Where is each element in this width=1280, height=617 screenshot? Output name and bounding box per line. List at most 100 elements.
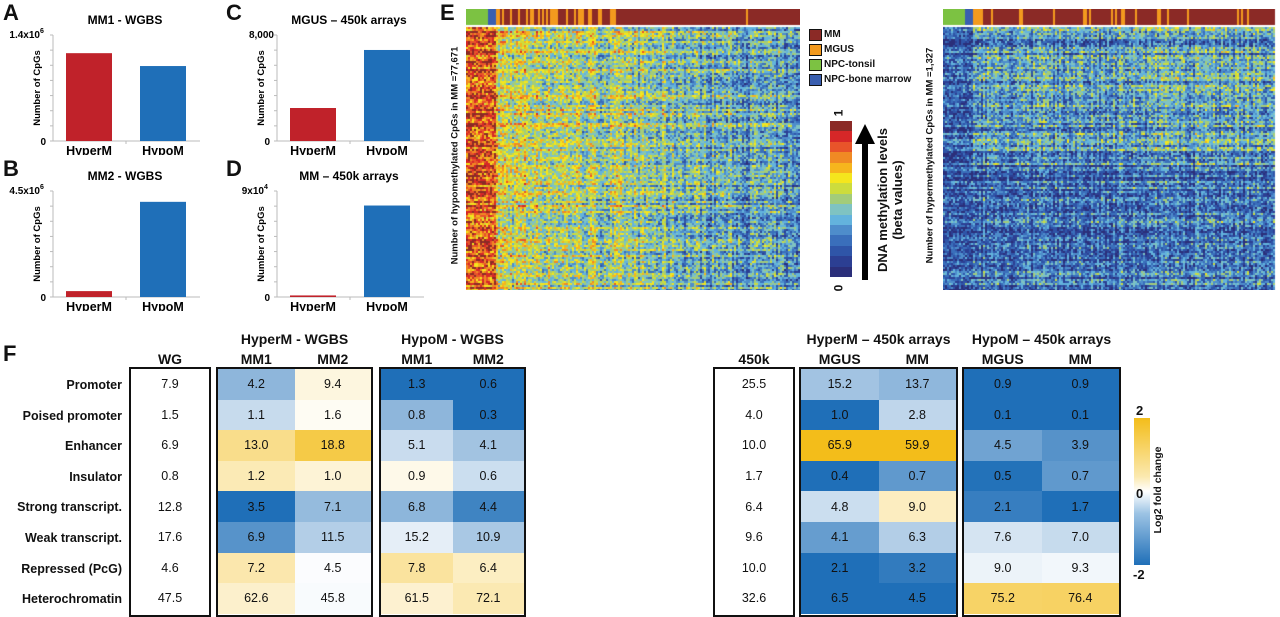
- table-cell: 0.1: [1041, 399, 1119, 431]
- table-cell: 4.5: [294, 552, 371, 584]
- methylation-colorbar: [830, 120, 852, 277]
- table-cell: 1.0: [294, 460, 371, 492]
- table-cell: 1.7: [715, 460, 793, 492]
- column-header: MM: [1068, 351, 1092, 367]
- table-cell: 0.9: [964, 369, 1042, 400]
- table-group-box: [379, 367, 526, 617]
- column-header: MGUS: [981, 351, 1024, 367]
- chart-title: MM1 - WGBS: [88, 13, 163, 27]
- table-cell: 59.9: [878, 430, 956, 461]
- colorbar-step: [830, 235, 852, 246]
- table-cell: 12.8: [131, 491, 209, 522]
- row-label: Heterochromatin: [21, 592, 122, 607]
- x-tick-label: HyperM: [66, 300, 112, 311]
- row-label: Insulator: [69, 469, 122, 484]
- fold-change-colorbar: [1134, 418, 1150, 565]
- table-cell: 0.4: [801, 460, 879, 492]
- table-cell: 10.9: [452, 522, 524, 553]
- bar-hypom: [364, 205, 410, 297]
- table-cell: 1.2: [218, 460, 295, 492]
- colorbar-step: [830, 131, 852, 142]
- bar-chart-c: MGUS – 450k arrays Number of CpGs 0 8,000 Hy…: [249, 13, 424, 155]
- colorbar-step: [830, 245, 852, 257]
- table-cell: 3.2: [878, 552, 956, 584]
- row-label: Promoter: [66, 378, 122, 392]
- bar-hyperm: [66, 53, 112, 141]
- table-cell: 1.3: [381, 369, 453, 400]
- colorbar-step: [830, 224, 852, 236]
- table-cell: 9.4: [294, 369, 371, 400]
- table-cell: 1.1: [218, 399, 295, 431]
- column-header: 450k: [738, 351, 770, 367]
- table-cell: 1.0: [801, 399, 879, 431]
- row-label: Weak transcript.: [24, 531, 122, 545]
- legend-label: MGUS: [824, 44, 854, 55]
- bar-hypom: [140, 66, 186, 141]
- row-label: Poised promoter: [22, 408, 122, 423]
- y-tick-label-min: 0: [264, 137, 270, 148]
- chart-title: MGUS – 450k arrays: [291, 13, 407, 27]
- legend-item: NPC-bone marrow: [809, 72, 911, 87]
- table-cell: 11.5: [294, 522, 371, 553]
- bar-hypom: [364, 49, 410, 141]
- table-cell: 6.4: [715, 491, 793, 522]
- table-cell: 17.6: [131, 522, 209, 553]
- colorbar-step: [830, 193, 852, 205]
- table-cell: 1.6: [294, 399, 371, 431]
- colorbar-step: [830, 256, 852, 267]
- table-cell: 4.2: [218, 369, 295, 400]
- table-cell: 4.0: [715, 399, 793, 431]
- column-header: MM1: [240, 351, 272, 367]
- table-group-box: [216, 367, 373, 617]
- table-group-box: [713, 367, 795, 617]
- row-label: Strong transcript.: [17, 500, 122, 515]
- legend-item: NPC-tonsil: [809, 57, 911, 72]
- table-cell: 6.4: [452, 552, 524, 584]
- table-cell: 4.5: [964, 430, 1042, 461]
- table-cell: 4.5: [878, 583, 956, 614]
- colorbar-step: [830, 120, 852, 132]
- chart-title: MM2 - WGBS: [88, 169, 163, 183]
- legend-label: NPC-bone marrow: [824, 74, 912, 85]
- table-cell: 76.4: [1041, 583, 1119, 614]
- colorbar-label-line1: DNA methylation levels: [875, 128, 890, 273]
- colorbar-step: [830, 204, 852, 215]
- y-axis-label: Number of CpGs: [256, 50, 267, 125]
- table-cell: 4.8: [801, 491, 879, 522]
- x-tick-label: HypoM: [142, 144, 184, 155]
- x-tick-label: HyperM: [290, 144, 336, 155]
- legend-swatch: [809, 28, 822, 41]
- legend-item: MM: [809, 27, 911, 42]
- legend-swatch: [809, 58, 822, 71]
- panel-b-label: B: [3, 156, 19, 181]
- table-cell: 5.1: [381, 430, 453, 461]
- table-cell: 3.9: [1041, 430, 1119, 461]
- table-cell: 25.5: [715, 369, 793, 400]
- legend-swatch: [809, 73, 822, 86]
- panel-e-label: E: [440, 0, 455, 25]
- table-cell: 3.5: [218, 491, 295, 522]
- colorbar-step: [830, 141, 852, 153]
- x-tick-label: HypoM: [366, 144, 408, 155]
- y-tick-label-exponent: 4: [264, 184, 268, 191]
- table-cell: 32.6: [715, 583, 793, 614]
- group-title: HypoM – 450k arrays: [971, 331, 1112, 347]
- table-cell: 4.4: [452, 491, 524, 522]
- panel-c-label: C: [226, 0, 242, 25]
- group-title: HyperM – 450k arrays: [806, 331, 951, 347]
- y-axis-label: Number of CpGs: [256, 206, 267, 281]
- colorbar-step: [830, 266, 852, 277]
- table-cell: 4.1: [452, 430, 524, 461]
- table-cell: 7.0: [1041, 522, 1119, 553]
- bar-chart-a: MM1 - WGBS Number of CpGs 0 1.4x10 6 HyperM Hy…: [9, 13, 200, 155]
- table-cell: 0.1: [964, 399, 1042, 431]
- colorbar-step: [830, 172, 852, 184]
- y-tick-label-min: 0: [40, 137, 46, 148]
- table-cell: 10.0: [715, 552, 793, 584]
- table-cell: 2.1: [964, 491, 1042, 522]
- x-tick-label: HyperM: [290, 300, 336, 311]
- table-cell: 9.0: [964, 552, 1042, 584]
- table-cell: 0.8: [381, 399, 453, 431]
- table-cell: 0.6: [452, 460, 524, 492]
- y-tick-label-max: 1.4x10: [9, 30, 40, 41]
